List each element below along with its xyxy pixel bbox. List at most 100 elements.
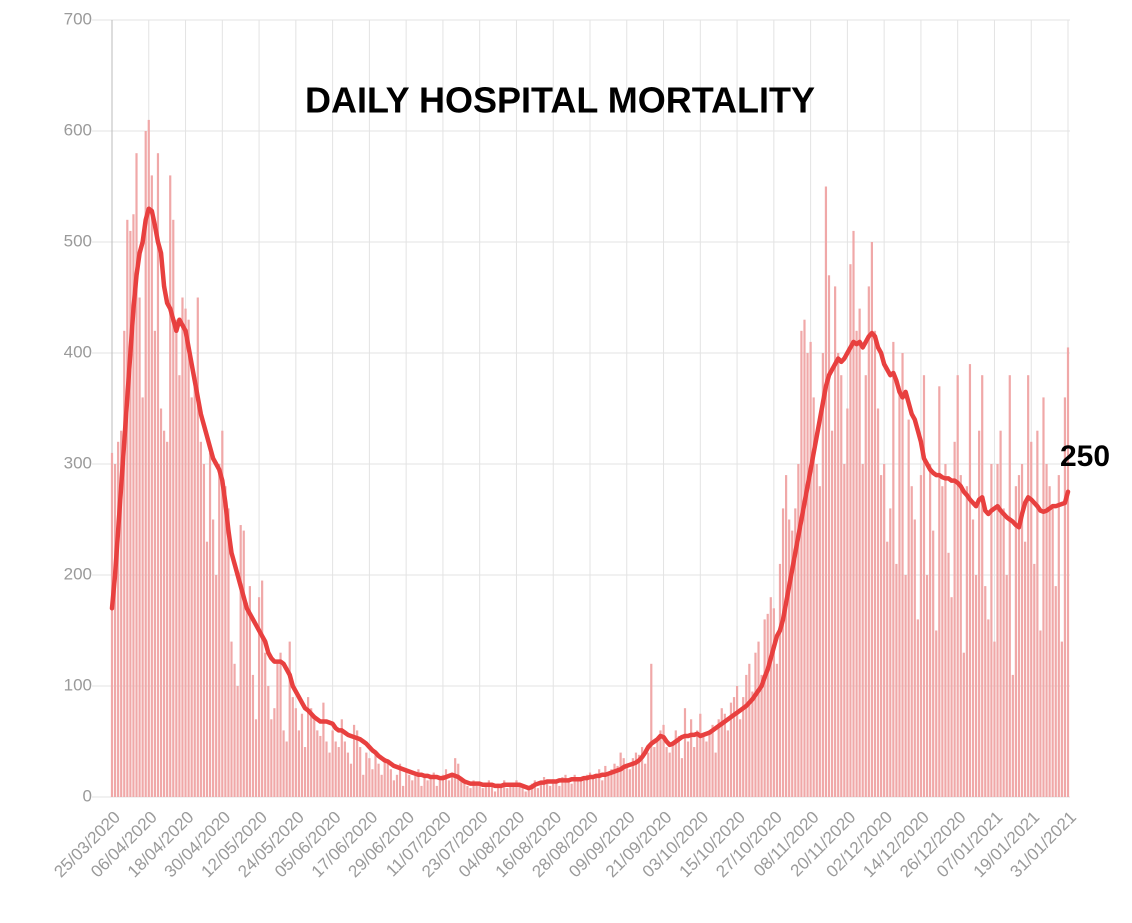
- bar: [257, 597, 261, 797]
- bar: [671, 741, 674, 797]
- bar: [717, 719, 720, 797]
- y-tick-label: 700: [64, 9, 92, 28]
- bar: [582, 780, 585, 797]
- bar: [187, 319, 190, 797]
- bar: [270, 719, 273, 797]
- bar: [123, 330, 126, 797]
- bar: [202, 464, 206, 797]
- bar: [886, 541, 889, 797]
- bar: [821, 353, 824, 797]
- bar: [591, 777, 595, 797]
- bar: [634, 752, 638, 797]
- bar: [178, 375, 181, 797]
- bar: [570, 783, 573, 797]
- bar: [889, 508, 892, 797]
- bar: [518, 785, 521, 797]
- bar: [175, 319, 178, 797]
- bar: [205, 541, 209, 797]
- bar: [239, 525, 242, 797]
- bar: [475, 785, 478, 797]
- bar: [938, 386, 941, 797]
- bar: [493, 791, 497, 797]
- bar: [110, 452, 114, 797]
- line: [109, 206, 1071, 791]
- bar: [1057, 475, 1060, 797]
- bar: [693, 747, 696, 797]
- bar: [549, 785, 552, 797]
- bar: [466, 785, 469, 797]
- bar: [858, 308, 861, 797]
- bar: [233, 663, 236, 797]
- bar: [861, 464, 864, 797]
- bar: [1017, 475, 1021, 797]
- bar: [215, 575, 218, 797]
- bar: [512, 783, 515, 797]
- bar: [558, 785, 561, 797]
- bar: [506, 788, 509, 797]
- bar: [126, 219, 129, 798]
- bar: [527, 785, 530, 797]
- bar: [490, 785, 494, 797]
- bar: [640, 747, 644, 797]
- bar: [766, 613, 769, 797]
- bar: [1030, 441, 1033, 797]
- bar: [803, 319, 806, 797]
- bar: [732, 697, 736, 797]
- bar: [607, 774, 610, 797]
- bar: [696, 730, 699, 797]
- chart-title: DAILY HOSPITAL MORTALITY: [305, 80, 815, 121]
- bar: [1002, 508, 1005, 797]
- bar: [368, 758, 371, 797]
- bar: [1008, 375, 1011, 797]
- bar: [613, 763, 616, 797]
- bar: [346, 752, 350, 797]
- bar: [785, 475, 788, 797]
- bar: [843, 464, 846, 797]
- bar: [181, 297, 184, 797]
- bar: [138, 297, 141, 797]
- y-tick-label: 500: [64, 231, 92, 250]
- bar: [564, 774, 567, 797]
- bar: [729, 702, 733, 797]
- bar: [383, 758, 386, 797]
- bar: [153, 330, 156, 797]
- bar: [285, 741, 288, 797]
- bar: [984, 586, 987, 797]
- bar: [699, 713, 702, 797]
- bar: [380, 774, 383, 797]
- bar: [438, 780, 441, 797]
- bar: [261, 580, 264, 797]
- bar: [432, 772, 435, 797]
- bar: [349, 763, 353, 797]
- bar: [834, 286, 837, 797]
- bar: [625, 763, 628, 797]
- bar: [993, 641, 996, 797]
- bar: [405, 769, 408, 797]
- bar: [855, 330, 858, 797]
- bar: [1066, 347, 1070, 797]
- bars: [110, 119, 1070, 798]
- bar: [193, 375, 196, 797]
- bar: [751, 691, 754, 797]
- bar: [1020, 464, 1024, 797]
- annotation: 250: [1060, 440, 1110, 473]
- bar: [769, 597, 772, 797]
- bar: [236, 686, 239, 797]
- bar: [392, 780, 395, 797]
- bar: [788, 519, 791, 797]
- bar: [705, 741, 708, 797]
- bar: [748, 663, 751, 797]
- bar: [120, 430, 123, 797]
- bar: [656, 741, 659, 797]
- bar: [555, 781, 558, 797]
- bar: [846, 408, 849, 797]
- bar: [628, 769, 631, 797]
- bar: [757, 641, 760, 797]
- bar: [812, 397, 815, 797]
- bar: [742, 697, 745, 797]
- bar: [978, 430, 981, 797]
- bar: [503, 780, 506, 797]
- bar: [242, 530, 245, 797]
- bar: [690, 719, 693, 797]
